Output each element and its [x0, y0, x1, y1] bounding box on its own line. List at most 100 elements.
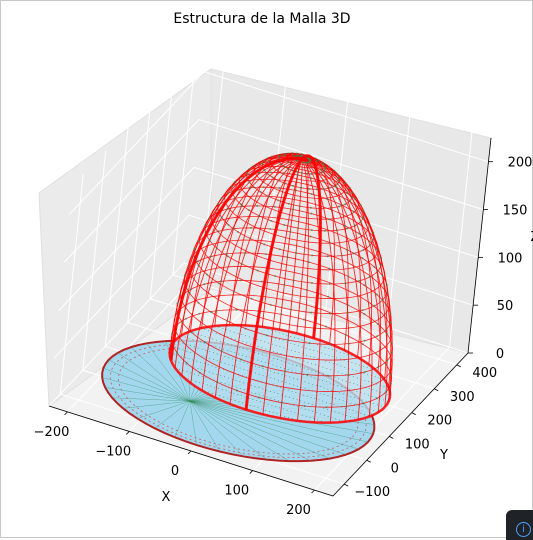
chart-title: Estructura de la Malla 3D	[173, 11, 350, 27]
dome-node	[216, 381, 219, 384]
info-widget[interactable]: i	[506, 510, 533, 540]
dome-node	[232, 227, 235, 230]
dome-node	[239, 203, 242, 206]
dome-node	[340, 203, 343, 206]
dome-node	[283, 165, 286, 168]
dome-node	[190, 331, 193, 334]
dome-node	[328, 241, 331, 244]
dome-node	[363, 284, 366, 287]
dome-node	[258, 214, 261, 217]
dome-node	[344, 282, 347, 285]
dome-node	[209, 255, 212, 258]
dome-node	[269, 227, 272, 230]
dome-node	[376, 322, 379, 325]
dome-node	[329, 206, 332, 209]
dome-parallel	[210, 195, 379, 271]
dome-node	[333, 185, 336, 188]
dome-node	[351, 191, 354, 194]
dome-node	[205, 273, 208, 276]
dome-node	[203, 341, 206, 344]
dome-node	[348, 199, 351, 202]
dome-node	[185, 317, 188, 320]
dome-node	[252, 164, 255, 167]
dome-node	[307, 261, 310, 264]
dome-node	[310, 172, 313, 175]
dome-node	[250, 297, 253, 300]
dome-node	[217, 202, 220, 205]
base-edge	[102, 377, 191, 402]
dome-node	[363, 339, 366, 342]
dome-node	[308, 342, 311, 345]
dome-node	[240, 358, 243, 361]
dome-node	[210, 311, 213, 314]
dome-node	[259, 162, 262, 165]
dome-node	[368, 275, 371, 278]
dome-node	[335, 186, 338, 189]
dome-node	[203, 283, 206, 286]
dome-node	[375, 353, 378, 356]
dome-node	[368, 240, 371, 243]
gridline-z	[63, 118, 484, 263]
dome-node	[256, 269, 259, 272]
y-axis-label: Y	[439, 448, 448, 463]
dome-node	[328, 267, 331, 270]
dome-node	[287, 202, 290, 205]
dome-node	[296, 170, 299, 173]
dome-node	[263, 159, 266, 162]
dome-node	[181, 321, 184, 324]
dome-node	[348, 186, 351, 189]
dome-node	[318, 172, 321, 175]
y-tick-label: −100	[354, 485, 390, 500]
dome-parallel	[198, 216, 386, 299]
dome-node	[280, 401, 283, 404]
dome-node	[336, 173, 339, 176]
dome-node	[260, 280, 263, 283]
dome-node	[338, 180, 341, 183]
gridline-z	[58, 166, 479, 311]
z-tick-label: 0	[496, 347, 504, 362]
dome-node	[197, 301, 200, 304]
dome-node	[287, 152, 290, 155]
info-icon[interactable]: i	[516, 522, 531, 537]
x-tick	[125, 431, 130, 435]
dome-node	[302, 161, 305, 164]
dome-node	[298, 154, 301, 157]
z-tick-label: 150	[503, 204, 528, 219]
dome-node	[175, 351, 178, 354]
dome-node	[347, 373, 350, 376]
dome-node	[322, 187, 325, 190]
dome-seam	[169, 156, 303, 361]
dome-node	[248, 186, 251, 189]
dome-node	[385, 390, 388, 393]
dome-node	[309, 206, 312, 209]
dome-node	[208, 239, 211, 242]
dome-node	[302, 318, 305, 321]
dome-floor-line	[214, 325, 385, 381]
dome-node	[244, 327, 247, 330]
dome-node	[308, 187, 311, 190]
dome-node	[240, 205, 243, 208]
base-edge	[189, 400, 368, 443]
dome-node	[216, 247, 219, 250]
dome-node	[373, 265, 376, 268]
dome-node	[359, 220, 362, 223]
dome-node	[376, 248, 379, 251]
dome-node	[381, 298, 384, 301]
dome-node	[372, 231, 375, 234]
dome-node	[286, 256, 289, 259]
dome-node	[377, 366, 380, 369]
dome-node	[324, 325, 327, 328]
dome-node	[347, 342, 350, 345]
dome-node	[294, 189, 297, 192]
z-tick-label: 50	[497, 299, 514, 314]
dome-node	[171, 332, 174, 335]
dome-node	[328, 282, 331, 285]
dome-node	[252, 186, 255, 189]
dome-node	[263, 169, 266, 172]
dome-node	[283, 370, 286, 373]
dome-node	[389, 321, 392, 324]
dome-node	[321, 161, 324, 164]
dome-node	[277, 199, 280, 202]
dome-node	[373, 304, 376, 307]
